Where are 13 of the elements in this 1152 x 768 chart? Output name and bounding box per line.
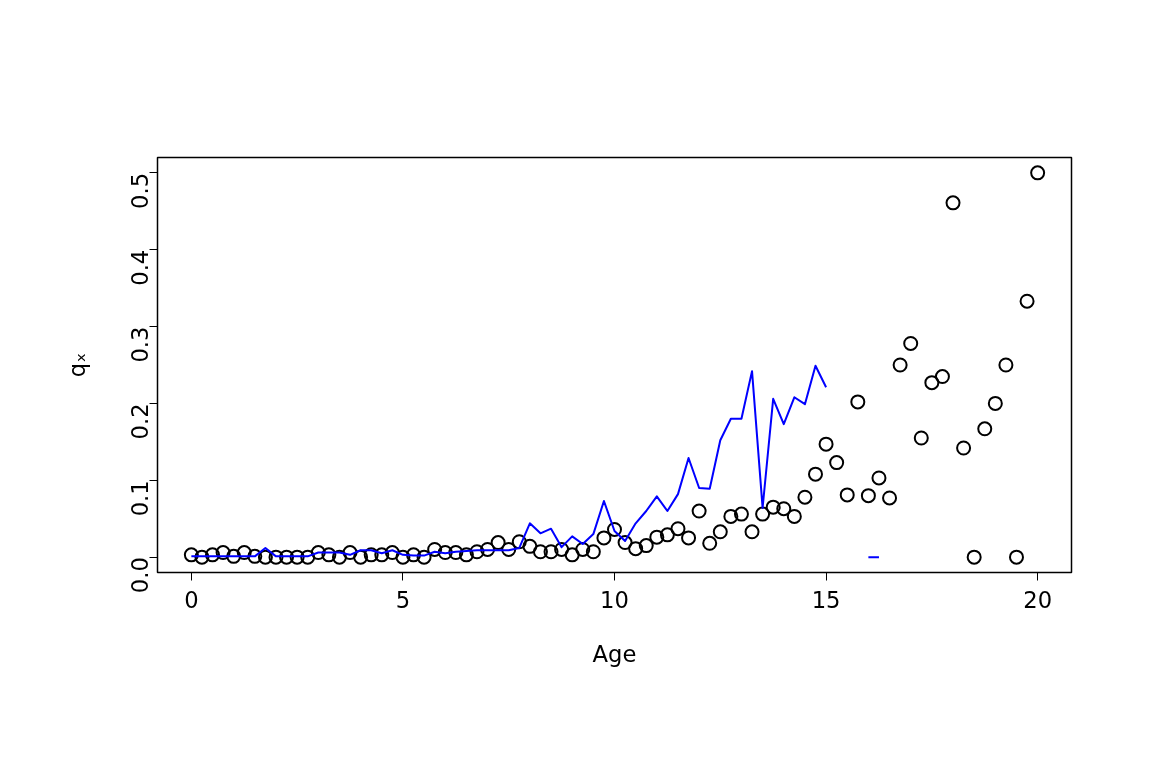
y-axis-title: qₓ: [63, 352, 90, 378]
y-tick-label: 0.0: [127, 557, 153, 594]
x-tick-label: 0: [184, 586, 199, 613]
y-tick-label: 0.5: [127, 172, 153, 209]
y-tick-label: 0.3: [127, 326, 153, 363]
x-tick-label: 5: [395, 586, 411, 613]
x-tick-label: 15: [811, 586, 841, 613]
y-tick-label: 0.1: [127, 480, 153, 517]
x-tick-label: 20: [1023, 586, 1053, 613]
y-tick-label: 0.4: [127, 249, 153, 286]
x-tick-label: 10: [600, 586, 629, 613]
x-axis-title: Age: [592, 640, 637, 667]
y-tick-label: 0.2: [127, 403, 153, 440]
